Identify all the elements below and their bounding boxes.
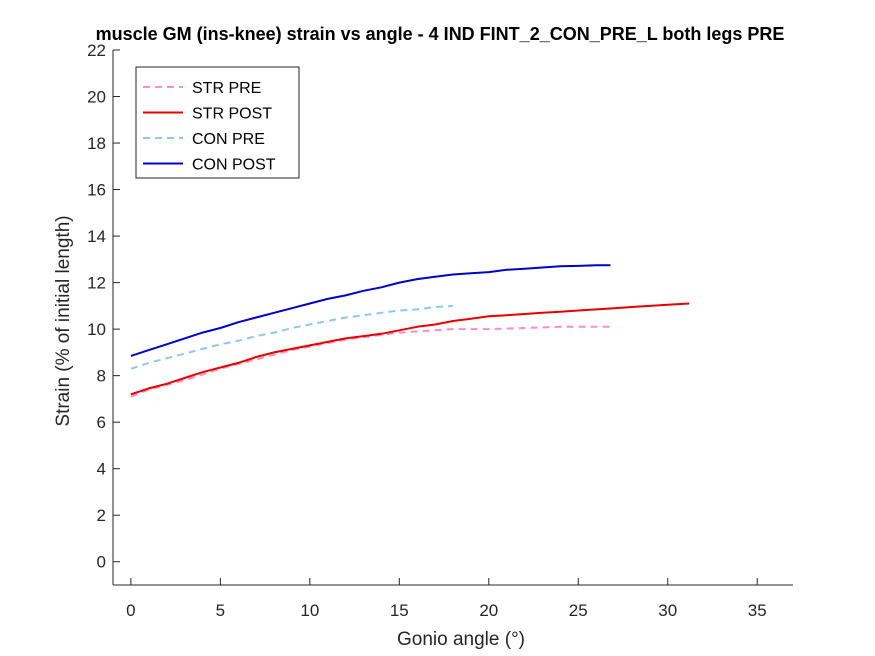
y-tick-label: 2: [97, 506, 106, 525]
series-line-str-pre: [130, 325, 615, 398]
x-tick-label: 10: [300, 601, 319, 620]
x-tick-label: 35: [748, 601, 767, 620]
legend-label: STR POST: [192, 106, 272, 123]
y-tick-label: 0: [97, 553, 106, 572]
chart-title: muscle GM (ins-knee) strain vs angle - 4…: [96, 24, 785, 44]
y-tick-label: 10: [87, 320, 106, 339]
y-tick-label: 12: [87, 274, 106, 293]
x-tick-label: 25: [569, 601, 588, 620]
y-tick-label: 8: [97, 367, 106, 386]
legend-label: STR PRE: [192, 80, 261, 97]
y-tick-label: 6: [97, 413, 106, 432]
x-axis-title: Gonio angle (°): [397, 629, 525, 650]
x-tick-label: 30: [658, 601, 677, 620]
y-tick-label: 20: [87, 88, 106, 107]
legend-label: CON POST: [192, 157, 276, 174]
y-tick-label: 22: [87, 41, 106, 60]
series-layer: [130, 264, 690, 398]
legend: STR PRE STR POST CON PRE CON POST: [135, 66, 300, 179]
y-tick-label: 4: [97, 460, 106, 479]
y-tick-label: 18: [87, 134, 106, 153]
y-tick-label: 16: [87, 181, 106, 200]
x-tick-label: 0: [126, 601, 135, 620]
tick-labels: 0 5 10 15 20 25 30 35 0 2 4 6 8 10 12 14 16 18 20 22: [87, 41, 767, 620]
x-tick-label: 15: [390, 601, 409, 620]
y-axis-title: Strain (% of initial length): [53, 215, 74, 426]
x-tick-label: 5: [216, 601, 225, 620]
legend-label: CON PRE: [192, 131, 265, 148]
axes-layer: [112, 49, 793, 586]
legend-box: [135, 66, 300, 179]
y-tick-label: 14: [87, 227, 106, 246]
series-line-str-post: [130, 302, 690, 396]
x-tick-label: 20: [479, 601, 498, 620]
series-line-con-post: [130, 264, 611, 357]
